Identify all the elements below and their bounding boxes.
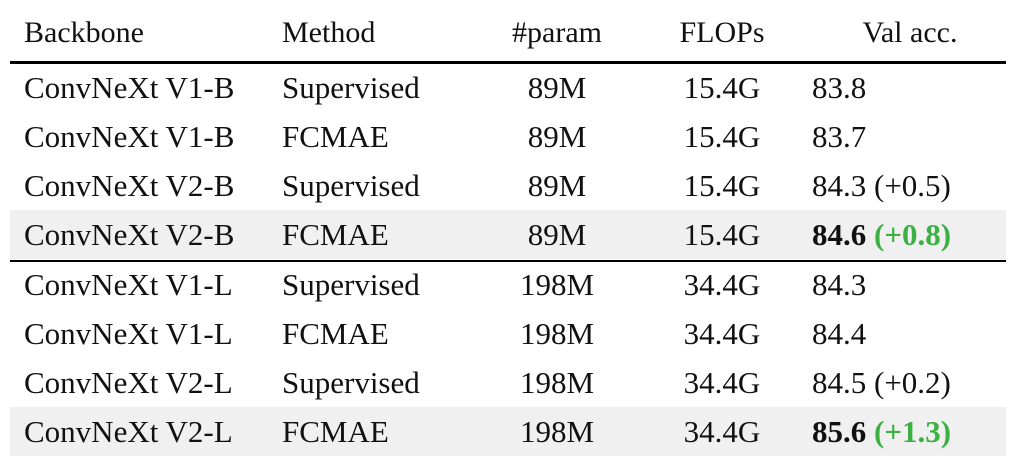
cell-method: FCMAE	[282, 414, 389, 449]
val-acc-value: 85.6	[812, 414, 867, 449]
cell-flops: 15.4G	[683, 168, 761, 203]
cell-method: Supervised	[282, 70, 420, 105]
cell-method: Supervised	[282, 365, 420, 400]
table-row: ConvNeXt V1-L FCMAE 198M 34.4G 84.4	[10, 309, 1006, 358]
val-acc-value: 84.4	[812, 316, 867, 351]
cell-param: 198M	[519, 267, 595, 302]
table-row: ConvNeXt V2-B FCMAE 89M 15.4G 84.6 (+0.8)	[10, 210, 1006, 259]
val-acc-delta: (+1.3)	[874, 414, 952, 449]
cell-param: 198M	[519, 365, 595, 400]
cell-flops: 34.4G	[683, 267, 761, 302]
header-flops: FLOPs	[679, 16, 765, 49]
table-row: ConvNeXt V2-L FCMAE 198M 34.4G 85.6 (+1.3)	[10, 407, 1006, 456]
cell-param: 198M	[519, 316, 595, 351]
val-acc-value: 84.5	[812, 365, 867, 400]
table-row: ConvNeXt V1-B Supervised 89M 15.4G 83.8	[10, 63, 1006, 112]
cell-backbone: ConvNeXt V2-B	[24, 168, 235, 203]
cell-method: FCMAE	[282, 316, 389, 351]
cell-flops: 15.4G	[683, 217, 761, 252]
cell-param: 89M	[527, 119, 587, 154]
cell-val-acc: 85.6 (+1.3)	[812, 407, 951, 456]
cell-method: Supervised	[282, 267, 420, 302]
cell-val-acc: 83.7	[812, 112, 866, 161]
mid-rule	[10, 260, 1006, 262]
val-acc-delta: (+0.8)	[874, 217, 952, 252]
cell-val-acc: 83.8	[812, 63, 866, 112]
cell-val-acc: 84.3 (+0.5)	[812, 161, 951, 210]
val-acc-value: 84.3	[812, 267, 867, 302]
val-acc-value: 83.7	[812, 119, 867, 154]
table-row: ConvNeXt V1-B FCMAE 89M 15.4G 83.7	[10, 112, 1006, 161]
cell-param: 89M	[527, 70, 587, 105]
cell-backbone: ConvNeXt V1-B	[24, 70, 235, 105]
header-val-acc: Val acc.	[862, 16, 958, 49]
val-acc-delta: (+0.2)	[874, 365, 951, 400]
header-param: #param	[512, 16, 602, 49]
header-method: Method	[282, 16, 376, 49]
cell-param: 89M	[527, 217, 587, 252]
val-acc-value: 84.3	[812, 168, 867, 203]
cell-backbone: ConvNeXt V1-L	[24, 316, 233, 351]
cell-val-acc: 84.6 (+0.8)	[812, 210, 951, 259]
cell-flops: 15.4G	[683, 70, 761, 105]
cell-val-acc: 84.5 (+0.2)	[812, 358, 951, 407]
cell-flops: 34.4G	[683, 316, 761, 351]
cell-method: FCMAE	[282, 217, 389, 252]
val-acc-value: 84.6	[812, 217, 867, 252]
cell-val-acc: 84.3	[812, 260, 866, 309]
cell-backbone: ConvNeXt V2-L	[24, 414, 233, 449]
val-acc-value: 83.8	[812, 70, 867, 105]
cell-param: 198M	[519, 414, 595, 449]
table-row: ConvNeXt V2-L Supervised 198M 34.4G 84.5 (+0…	[10, 358, 1006, 407]
cell-backbone: ConvNeXt V1-L	[24, 267, 233, 302]
top-rule	[10, 61, 1006, 64]
val-acc-delta: (+0.5)	[874, 168, 951, 203]
table-header-row: Backbone Method #param FLOPs Val acc.	[10, 8, 1006, 57]
cell-backbone: ConvNeXt V1-B	[24, 119, 235, 154]
cell-method: Supervised	[282, 168, 420, 203]
header-backbone: Backbone	[24, 16, 144, 49]
cell-backbone: ConvNeXt V2-B	[24, 217, 235, 252]
cell-flops: 34.4G	[683, 414, 761, 449]
cell-flops: 15.4G	[683, 119, 761, 154]
results-table: Backbone Method #param FLOPs Val acc. Co…	[10, 0, 1006, 476]
cell-backbone: ConvNeXt V2-L	[24, 365, 233, 400]
table-row: ConvNeXt V2-B Supervised 89M 15.4G 84.3 (+0.…	[10, 161, 1006, 210]
cell-flops: 34.4G	[683, 365, 761, 400]
cell-val-acc: 84.4	[812, 309, 866, 358]
cell-method: FCMAE	[282, 119, 389, 154]
cell-param: 89M	[527, 168, 587, 203]
table-row: ConvNeXt V1-L Supervised 198M 34.4G 84.3	[10, 260, 1006, 309]
